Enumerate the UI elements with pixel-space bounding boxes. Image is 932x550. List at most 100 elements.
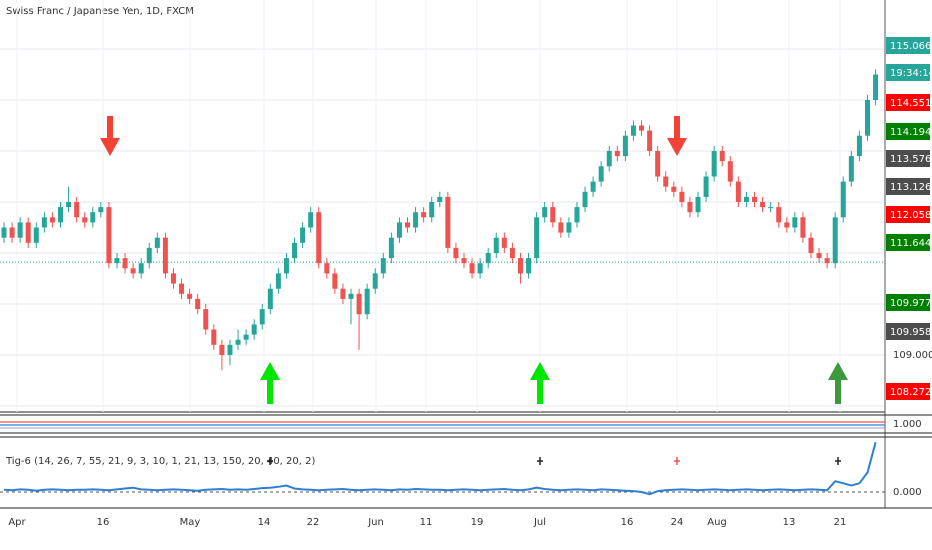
candle-body: [300, 227, 306, 243]
candle-body: [873, 74, 879, 100]
candle-body: [695, 196, 701, 213]
x-tick-label: 22: [307, 517, 320, 528]
price-tag: [886, 178, 930, 195]
price-tag-label: 109.958: [890, 327, 931, 338]
candle-body: [647, 130, 653, 151]
price-tag: [886, 234, 930, 251]
candle-body: [582, 191, 588, 208]
candle-body: [671, 186, 677, 192]
candle-body: [606, 151, 612, 167]
candle-body: [534, 217, 540, 259]
candle-body: [267, 288, 273, 310]
price-tag: [886, 294, 930, 311]
arrow-head: [828, 362, 848, 380]
candle-body: [154, 237, 160, 248]
middle-axis-label: 1.000: [893, 419, 922, 430]
candle-body: [82, 217, 88, 223]
price-tag-label: 19:34:14: [890, 68, 932, 79]
candle-body: [396, 222, 402, 238]
candle-body: [687, 202, 693, 213]
candle-body: [808, 237, 814, 253]
candle-body: [622, 135, 628, 157]
candle-body: [493, 237, 499, 253]
candle-body: [848, 156, 854, 182]
candle-body: [348, 293, 354, 299]
candle-body: [784, 222, 790, 228]
candle-body: [800, 217, 806, 238]
candle-body: [41, 217, 47, 228]
candle-body: [243, 334, 249, 340]
candle-body: [526, 258, 532, 274]
price-tag-label: 114.551: [890, 98, 931, 109]
candle-body: [679, 191, 685, 202]
candle-body: [138, 263, 144, 274]
candle-body: [364, 288, 370, 315]
candle-body: [283, 258, 289, 274]
price-tag-label: 113.576: [890, 154, 931, 165]
arrow-shaft: [537, 378, 543, 404]
candle-body: [768, 207, 774, 209]
candle-body: [856, 135, 862, 157]
x-tick-label: 11: [420, 517, 433, 528]
candle-body: [445, 196, 451, 248]
candle-body: [380, 258, 386, 274]
price-tag: [886, 94, 930, 111]
arrow-head: [530, 362, 550, 380]
candle-body: [57, 207, 63, 223]
candle-body: [590, 181, 596, 192]
candle-body: [816, 253, 822, 259]
candle-body: [824, 258, 830, 264]
candle-body: [195, 298, 201, 310]
candle-body: [840, 181, 846, 218]
price-tag: [886, 383, 930, 400]
candle-body: [485, 253, 491, 264]
candle-body: [655, 151, 661, 177]
candle-body: [9, 227, 15, 238]
arrow-shaft: [674, 116, 680, 140]
price-tag-label: 109.977: [890, 298, 931, 309]
price-tag: [886, 123, 930, 140]
signal-arrow: [828, 362, 848, 404]
candle-body: [74, 202, 80, 218]
arrow-head: [100, 138, 120, 156]
candle-body: [25, 222, 31, 243]
candle-body: [372, 273, 378, 289]
candle-body: [461, 258, 467, 264]
x-tick-label: 16: [621, 517, 634, 528]
candle-body: [179, 283, 185, 294]
price-tag: [886, 206, 930, 223]
candle-body: [566, 222, 572, 233]
candle-body: [421, 212, 427, 218]
indicator-line: [3, 441, 877, 496]
candle-body: [66, 202, 72, 208]
x-tick-label: Aug: [707, 517, 727, 528]
candle-body: [308, 212, 314, 228]
candle-body: [517, 258, 523, 274]
candle-body: [114, 258, 120, 264]
candle-body: [275, 273, 281, 289]
candle-body: [413, 212, 419, 228]
candle-body: [639, 125, 645, 131]
candle-body: [340, 288, 346, 299]
candle-body: [405, 222, 410, 228]
candle-body: [477, 263, 483, 274]
chart-title: Swiss Franc / Japanese Yen, 1D, FXCM: [6, 6, 194, 17]
candle-body: [550, 207, 556, 223]
candle-body: [752, 196, 758, 202]
candle-body: [719, 151, 725, 162]
candle-body: [146, 247, 152, 264]
x-tick-label: 19: [471, 517, 484, 528]
signal-arrow: [260, 362, 280, 404]
signal-arrow: [530, 362, 550, 404]
candle-body: [17, 222, 23, 238]
candle-body: [864, 100, 870, 136]
candle-body: [33, 227, 39, 243]
candle-body: [162, 237, 168, 274]
candle-body: [469, 263, 475, 274]
arrow-head: [260, 362, 280, 380]
price-tag: [886, 64, 930, 81]
indicator-label: Tig-6 (14, 26, 7, 55, 21, 9, 3, 10, 1, 2…: [5, 456, 315, 467]
x-tick-label: 14: [258, 517, 271, 528]
